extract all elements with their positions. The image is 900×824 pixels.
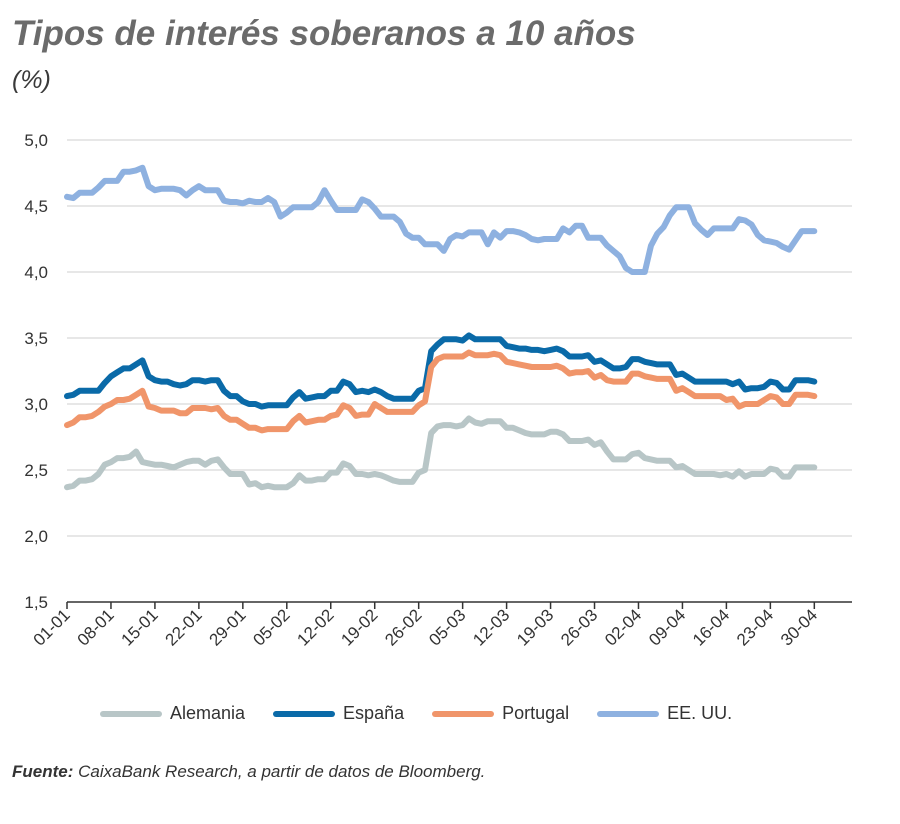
x-tick-label: 26-03: [557, 605, 601, 649]
legend-swatch: [273, 710, 336, 717]
x-axis-ticks: 01-01 08-01 15-01 22-01 29-01 05-02 12-02 19-02…: [30, 602, 821, 650]
x-tick-label: 23-04: [733, 605, 777, 649]
x-tick-label: 01-01: [30, 605, 74, 649]
x-tick-label: 05-03: [425, 605, 469, 649]
legend-label: Portugal: [502, 703, 570, 723]
chart-legend: Alemania España Portugal EE. UU.: [100, 703, 760, 724]
x-tick-label: 19-03: [513, 605, 557, 649]
y-tick-label: 2,5: [24, 461, 48, 480]
x-tick-label: 09-04: [645, 605, 689, 649]
y-tick-label: 4,0: [24, 263, 48, 282]
x-tick-label: 19-02: [337, 605, 381, 649]
x-tick-label: 22-01: [162, 605, 206, 649]
legend-item: Alemania: [100, 703, 245, 724]
source-text: CaixaBank Research, a partir de datos de…: [78, 762, 486, 781]
y-tick-label: 2,0: [24, 527, 48, 546]
series-line: [64, 332, 818, 410]
gridlines: [67, 139, 852, 537]
x-tick-label: 12-03: [469, 605, 513, 649]
x-tick-label: 15-01: [118, 605, 162, 649]
x-tick-label: 05-02: [249, 605, 293, 649]
series-line: [64, 164, 818, 275]
x-tick-label: 12-02: [293, 605, 337, 649]
legend-item: Portugal: [432, 703, 569, 724]
x-tick-label: 29-01: [205, 605, 249, 649]
chart-title: Tipos de interés soberanos a 10 años: [12, 14, 636, 53]
source-label: Fuente:: [12, 762, 74, 781]
legend-item: España: [273, 703, 404, 724]
y-tick-label: 5,0: [24, 131, 48, 150]
y-tick-label: 3,5: [24, 329, 48, 348]
legend-swatch: [432, 710, 495, 717]
x-tick-label: 02-04: [601, 605, 645, 649]
y-axis-ticks: 1,5 2,0 2,5 3,0 3,5 4,0 4,5 5,0: [24, 131, 48, 612]
series-line: [64, 415, 818, 491]
source-note: Fuente: CaixaBank Research, a partir de …: [12, 762, 485, 782]
legend-swatch: [100, 710, 162, 717]
x-tick-label: 26-02: [381, 605, 425, 649]
y-tick-label: 1,5: [24, 593, 48, 612]
series-line: [64, 349, 818, 434]
x-tick-label: 16-04: [689, 605, 733, 649]
y-tick-label: 3,0: [24, 395, 48, 414]
legend-item: EE. UU.: [597, 703, 732, 724]
legend-label: España: [343, 703, 405, 723]
series-lines: [64, 164, 818, 491]
chart-subtitle: (%): [12, 66, 51, 94]
legend-label: EE. UU.: [667, 703, 733, 723]
line-chart: 1,5 2,0 2,5 3,0 3,5 4,0 4,5 5,0 01-01 08-01 15-01…: [24, 131, 852, 650]
legend-label: Alemania: [170, 703, 246, 723]
x-tick-label: 30-04: [777, 605, 821, 649]
legend-swatch: [597, 710, 660, 717]
y-tick-label: 4,5: [24, 197, 48, 216]
x-tick-label: 08-01: [74, 605, 118, 649]
